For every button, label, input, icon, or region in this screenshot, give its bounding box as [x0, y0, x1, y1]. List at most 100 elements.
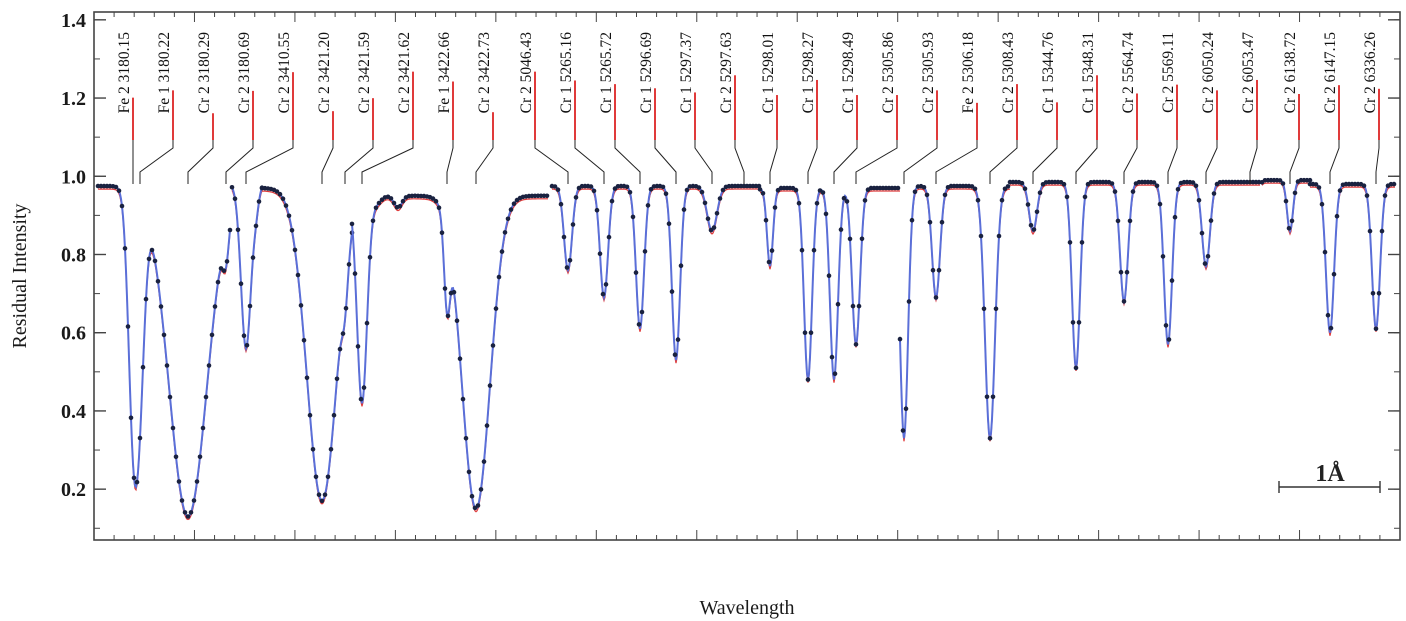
observed-point — [942, 192, 948, 198]
observed-point — [802, 330, 808, 336]
spectrum-segment — [259, 185, 355, 505]
line-id: Cr 2 5305.86 — [855, 32, 898, 184]
observed-point — [1379, 228, 1385, 234]
line-id: Fe 1 3422.66 — [436, 32, 454, 184]
observed-point — [1196, 198, 1202, 203]
observed-point — [1028, 223, 1034, 228]
observed-point — [1202, 261, 1208, 266]
line-id: Cr 2 5308.43 — [989, 32, 1018, 184]
observed-point — [496, 274, 502, 280]
observed-point — [1175, 187, 1181, 192]
observed-point — [505, 216, 511, 222]
line-id-leader — [855, 140, 898, 184]
observed-point — [859, 236, 865, 242]
observed-point — [1367, 228, 1373, 234]
observed-point — [927, 219, 933, 225]
line-id-leader — [321, 140, 334, 184]
observed-point — [475, 503, 481, 508]
observed-point — [1163, 323, 1169, 328]
observed-point — [984, 394, 990, 400]
observed-point — [897, 336, 903, 342]
observed-point — [1286, 226, 1292, 231]
observed-point — [975, 197, 981, 203]
observed-point — [185, 514, 191, 519]
line-id-label: Cr 2 5308.43 — [1000, 32, 1017, 114]
observed-point — [508, 207, 514, 212]
spectrum-segment — [1259, 177, 1313, 236]
line-id: Cr 1 5297.37 — [678, 32, 713, 184]
spectrum-segment — [897, 183, 1011, 442]
line-id-leader — [446, 140, 454, 184]
line-id: Cr 2 5564.74 — [1120, 32, 1138, 184]
observed-point — [552, 184, 558, 189]
observed-point — [1079, 240, 1085, 245]
line-id-label: Fe 1 3422.66 — [436, 32, 453, 114]
observed-point — [493, 306, 499, 311]
line-id-label: Cr 2 3422.73 — [476, 32, 493, 114]
observed-point — [373, 205, 379, 211]
line-identifications: Fe 2 3180.15 Fe 1 3180.22 Cr 2 3180.29 Cr 2… — [116, 32, 1380, 184]
line-id-leader — [1249, 140, 1258, 184]
observed-point — [996, 233, 1002, 239]
spectrum-segment — [757, 185, 901, 383]
observed-point — [903, 406, 909, 412]
observed-point — [808, 330, 814, 336]
line-id: Cr 2 5046.43 — [518, 32, 569, 184]
observed-point — [346, 262, 352, 267]
observed-point — [451, 289, 457, 295]
observed-point — [1277, 178, 1283, 183]
model-profile-red — [552, 188, 760, 364]
line-id-leader — [361, 140, 414, 184]
observed-point — [301, 338, 307, 343]
observed-point — [1205, 253, 1211, 259]
observed-point — [137, 435, 143, 441]
observed-point — [987, 436, 993, 441]
observed-point — [173, 454, 179, 460]
observed-point — [122, 246, 128, 251]
y-axis: 0.2 0.4 0.6 0.8 1.0 1.2 1.4 — [61, 10, 1400, 529]
observed-point — [286, 213, 292, 219]
observed-point — [1166, 337, 1172, 342]
x-axis-ticks — [93, 12, 1401, 540]
observed-point — [847, 236, 853, 242]
observed-point — [460, 396, 466, 402]
observed-point — [191, 498, 197, 503]
observed-point — [134, 479, 140, 485]
observed-point — [591, 188, 597, 194]
line-id-leader — [833, 140, 858, 184]
observed-point — [334, 376, 340, 382]
observed-point — [1034, 209, 1040, 215]
observed-point — [814, 201, 820, 206]
line-id-leader — [225, 140, 254, 184]
y-tick-label: 0.8 — [61, 244, 86, 266]
observed-point — [247, 303, 253, 309]
observed-point — [838, 227, 844, 232]
observed-point — [481, 459, 487, 464]
observed-point — [1157, 201, 1163, 207]
observed-point — [179, 498, 185, 503]
observed-point — [1373, 326, 1379, 332]
observed-point — [128, 415, 134, 421]
line-id-label: Cr 1 5298.49 — [840, 32, 857, 114]
observed-point — [1325, 312, 1331, 318]
line-id-leader — [475, 140, 494, 184]
spectrum-segments — [95, 177, 1397, 521]
line-id-leader — [1329, 140, 1340, 184]
observed-point — [1208, 218, 1214, 223]
observed-point — [502, 230, 508, 235]
observed-point — [182, 510, 188, 515]
observed-point — [391, 200, 397, 206]
observed-point — [355, 344, 361, 349]
observed-point — [316, 492, 322, 498]
line-id-label: Cr 2 3180.29 — [196, 32, 213, 114]
observed-point — [1169, 278, 1175, 283]
observed-point — [140, 364, 146, 370]
spectrum-segment — [1307, 181, 1397, 336]
observed-point — [630, 214, 636, 220]
observed-point — [238, 281, 244, 287]
line-id: Cr 2 6053.47 — [1240, 32, 1258, 184]
observed-point — [862, 198, 868, 203]
observed-point — [241, 333, 247, 339]
line-id-leader — [1167, 140, 1178, 184]
line-id-label: Cr 1 5298.01 — [760, 32, 777, 113]
